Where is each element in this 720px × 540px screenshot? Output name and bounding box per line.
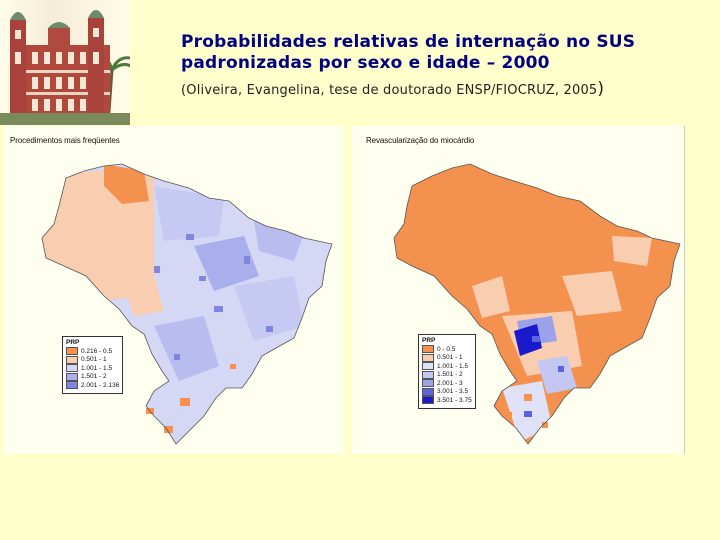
legend-swatch <box>422 370 434 379</box>
legend-range: 1.001 - 1.5 <box>437 362 469 370</box>
legend-item: 0 - 0.5 <box>422 345 472 354</box>
title-line-1: Probabilidades relativas de internação n… <box>181 32 636 52</box>
legend-swatch <box>422 396 434 405</box>
legend-swatch <box>66 364 78 373</box>
brazil-map-revascularizacao <box>393 163 681 445</box>
legend-item: 3.001 - 3.5 <box>422 387 472 397</box>
legend-item: 0.501 - 1 <box>422 353 472 363</box>
legend-range: 2.001 - 2.136 <box>81 381 120 389</box>
legend-item: 1.001 - 1.5 <box>66 364 119 373</box>
legend-item: 1.001 - 1.5 <box>422 362 472 371</box>
page-title: Probabilidades relativas de internação n… <box>181 32 701 74</box>
map-title-procedimentos: Procedimentos mais freqüentes <box>10 136 120 145</box>
legend-swatch <box>422 379 434 388</box>
legend-range: 0.216 - 0.5 <box>81 347 113 355</box>
legend-item: 2.001 - 2.136 <box>66 381 119 390</box>
legend-swatch <box>422 345 434 354</box>
subtitle-text: (Oliveira, Evangelina, tese de doutorado… <box>181 83 598 98</box>
legend-swatch <box>422 362 434 371</box>
legend-range: 0 - 0.5 <box>437 345 456 353</box>
legend-item: 1.501 - 2 <box>66 372 119 382</box>
legend-title: PRP <box>422 337 436 344</box>
legend-range: 1.001 - 1.5 <box>81 364 113 372</box>
legend-range: 0.501 - 1 <box>437 354 463 362</box>
legend-swatch <box>422 387 434 396</box>
legend-swatch <box>66 372 78 381</box>
legend-range: 2.001 - 3 <box>437 379 463 387</box>
legend-range: 3.001 - 3.5 <box>437 388 469 396</box>
map-title-revascularizacao: Revascularização do miocárdio <box>366 136 475 145</box>
legend-item: 0.216 - 0.5 <box>66 347 119 356</box>
map-legend-procedimentos: PRP 0.216 - 0.5 0.501 - 1 1.001 - 1.5 1.… <box>62 336 124 394</box>
legend-item: 0.501 - 1 <box>66 355 119 365</box>
subtitle-close-paren: ) <box>597 79 605 99</box>
legend-range: 0.501 - 1 <box>81 356 107 364</box>
legend-range: 3.501 - 3.75 <box>437 396 472 404</box>
legend-swatch <box>66 381 78 390</box>
legend-item: 2.001 - 3 <box>422 379 472 388</box>
legend-title: PRP <box>66 339 80 346</box>
map-panel-procedimentos: Procedimentos mais freqüentes PRP 0.216 … <box>4 126 344 454</box>
brazil-map-procedimentos <box>41 163 333 445</box>
legend-item: 3.501 - 3.75 <box>422 396 472 405</box>
map-legend-revascularizacao: PRP 0 - 0.5 0.501 - 1 1.001 - 1.5 1.501 … <box>418 334 476 409</box>
legend-swatch <box>66 347 78 356</box>
map-panel-revascularizacao: Revascularização do miocárdio PRP 0 - 0.… <box>352 126 685 454</box>
title-line-2: padronizadas por sexo e idade – 2000 <box>181 53 550 73</box>
legend-range: 1.501 - 2 <box>437 371 463 379</box>
fiocruz-castle-icon <box>0 0 135 126</box>
legend-swatch <box>66 355 78 364</box>
legend-range: 1.501 - 2 <box>81 373 107 381</box>
page-subtitle: (Oliveira, Evangelina, tese de doutorado… <box>181 79 701 99</box>
legend-swatch <box>422 353 434 362</box>
legend-item: 1.501 - 2 <box>422 370 472 380</box>
